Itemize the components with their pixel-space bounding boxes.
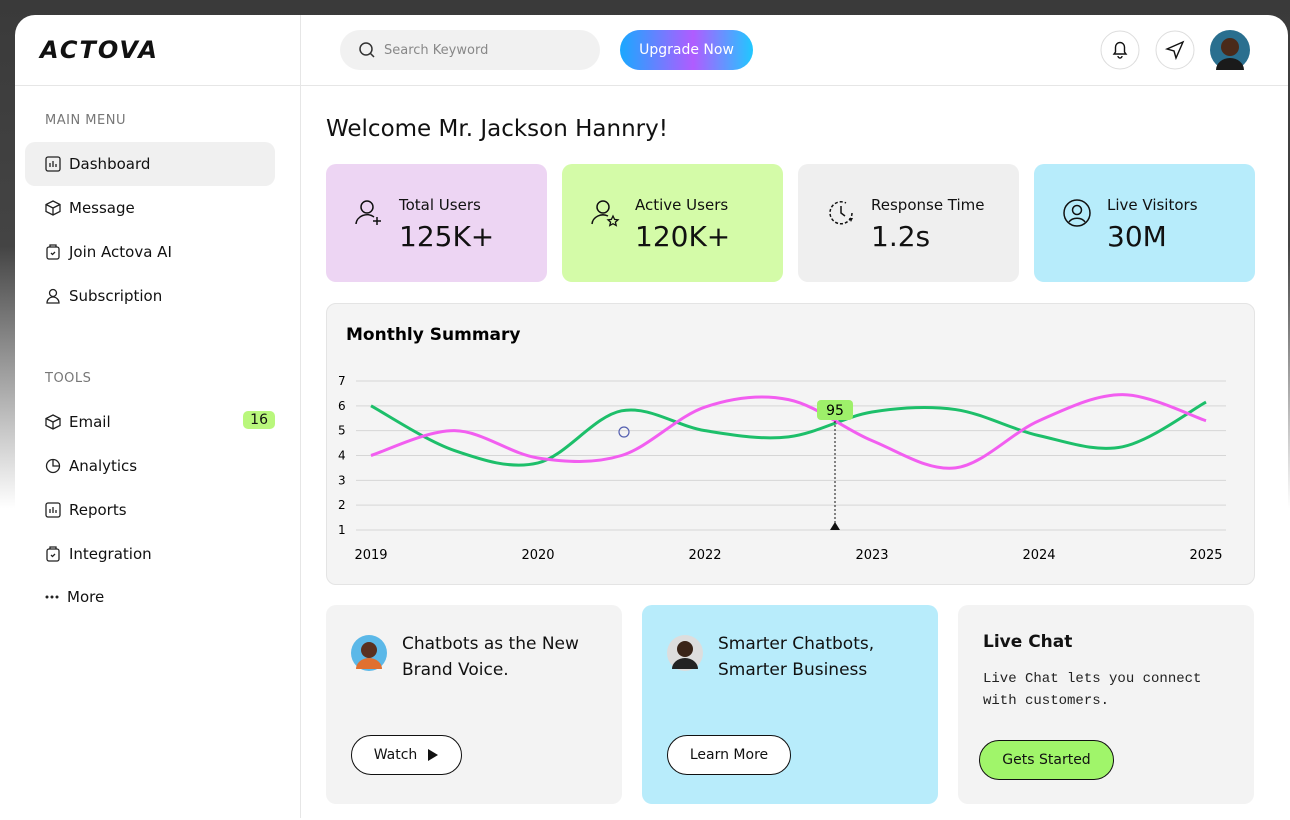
stat-label: Active Users	[635, 196, 729, 214]
stat-card: Total Users 125K+	[326, 164, 547, 282]
nav-label: Integration	[69, 545, 152, 563]
x-tick-label: 2023	[855, 548, 888, 563]
line-series	[370, 393, 1207, 470]
stat-card: Live Visitors 30M	[1034, 164, 1255, 282]
chart-title: Monthly Summary	[346, 325, 520, 345]
annotation-pointer	[830, 522, 840, 530]
watch-button[interactable]: Watch	[351, 735, 462, 775]
nav-label: Reports	[69, 501, 127, 519]
nav-item[interactable]: Integration	[25, 532, 275, 576]
stat-label: Total Users	[399, 196, 481, 214]
annotation-label: 95	[826, 403, 844, 419]
card-text: Live Chat lets you connect with customer…	[983, 671, 1202, 709]
nav-label: Analytics	[69, 457, 138, 475]
nav-label: More	[67, 588, 105, 606]
nav-item[interactable]: Email 16	[25, 400, 275, 444]
card-title: Smarter Chatbots, Smarter Business	[718, 634, 875, 680]
get-started-button[interactable]: Gets Started	[979, 740, 1114, 780]
y-tick-label: 4	[338, 449, 346, 463]
stat-label: Live Visitors	[1107, 196, 1198, 214]
nav-label: Subscription	[69, 287, 163, 305]
stat-value: 125K+	[399, 220, 495, 253]
upgrade-button[interactable]: Upgrade Now	[620, 30, 753, 70]
promo-card: Live Chat Live Chat lets you connect wit…	[958, 605, 1254, 804]
search-box[interactable]: Search Keyword	[340, 30, 600, 70]
nav-label: Join Actova AI	[69, 243, 172, 261]
promo-card: Smarter Chatbots, Smarter Business Learn…	[642, 605, 938, 804]
avatar	[351, 635, 387, 671]
card-title: Live Chat	[983, 632, 1073, 652]
welcome-heading: Welcome Mr. Jackson Hannry!	[326, 116, 668, 142]
avatar	[667, 635, 703, 671]
nav-label: Dashboard	[69, 155, 151, 173]
y-tick-label: 7	[338, 374, 346, 388]
chart: Monthly Summary 1 2 3 4 5 6 7 2019 2020 2022 2023 2…	[338, 325, 1226, 563]
sidebar-divider	[300, 15, 301, 818]
card-title: Chatbots as the New Brand Voice.	[402, 634, 579, 680]
x-tick-label: 2019	[354, 548, 387, 563]
y-tick-label: 5	[338, 424, 346, 438]
nav-item[interactable]: Message	[25, 186, 275, 230]
nav-label: Message	[69, 199, 135, 217]
stat-card: Active Users 120K+	[562, 164, 783, 282]
section-title: MAIN MENU	[45, 113, 126, 128]
badge: 16	[243, 411, 275, 429]
button-label: Watch	[373, 747, 418, 763]
nav-item[interactable]: Analytics	[25, 444, 275, 488]
nav-item[interactable]: Reports	[25, 488, 275, 532]
y-tick-label: 2	[338, 498, 346, 512]
logo: ACTOVA	[40, 36, 159, 64]
section-title: TOOLS	[45, 371, 92, 386]
line-series	[370, 400, 1207, 467]
hover-dot	[618, 426, 630, 438]
header-icons	[1100, 30, 1250, 70]
nav-item[interactable]: Subscription	[25, 274, 275, 318]
stat-label: Response Time	[871, 196, 985, 214]
search-icon	[359, 42, 375, 58]
nav-item[interactable]: More	[25, 575, 275, 619]
x-tick-label: 2025	[1189, 548, 1222, 563]
stat-value: 30M	[1107, 220, 1167, 253]
search-placeholder: Search Keyword	[384, 42, 489, 58]
nav-item[interactable]: Join Actova AI	[25, 230, 275, 274]
stat-value: 1.2s	[871, 220, 931, 253]
annotation-box	[817, 400, 853, 420]
stat-value: 120K+	[635, 220, 731, 253]
header-divider	[15, 85, 1288, 86]
x-tick-label: 2020	[521, 548, 554, 563]
y-tick-label: 3	[338, 473, 346, 487]
stat-card: Response Time 1.2s	[798, 164, 1019, 282]
chart-card	[326, 303, 1255, 585]
nav-item[interactable]: Dashboard	[25, 142, 275, 186]
promo-card: Chatbots as the New Brand Voice. Watch	[326, 605, 622, 804]
x-tick-label: 2022	[688, 548, 721, 563]
nav-label: Email	[69, 413, 111, 431]
y-tick-label: 1	[338, 523, 346, 537]
x-tick-label: 2024	[1022, 548, 1055, 563]
y-tick-label: 6	[338, 399, 346, 413]
learn-more-button[interactable]: Learn More	[667, 735, 791, 775]
